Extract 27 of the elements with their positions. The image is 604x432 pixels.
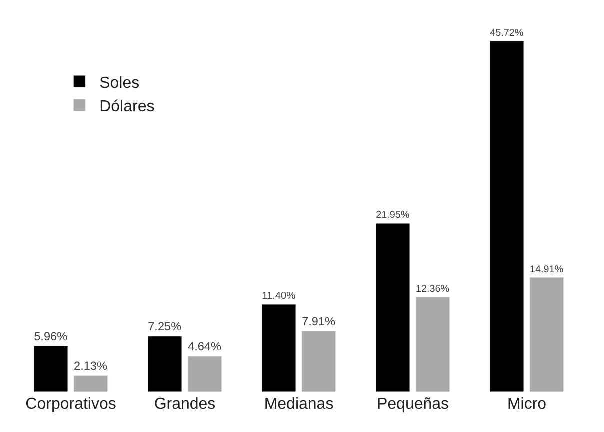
bar — [34, 346, 68, 392]
bar — [262, 304, 296, 392]
bar — [416, 296, 450, 392]
bar — [74, 375, 108, 392]
data-label: 45.72% — [490, 28, 524, 39]
bar — [530, 277, 564, 392]
x-tick-label: Micro — [507, 396, 547, 413]
x-tick-label: Corporativos — [26, 396, 116, 413]
bar — [148, 336, 182, 392]
legend-label: Dólares — [100, 98, 155, 116]
data-label: 5.96% — [34, 330, 68, 344]
bar — [490, 40, 524, 392]
bar — [188, 356, 222, 392]
bar — [302, 331, 336, 392]
data-label: 21.95% — [376, 210, 410, 222]
data-label: 2.13% — [74, 358, 108, 373]
x-tick-label: Medianas — [264, 396, 334, 413]
data-label: 7.25% — [148, 320, 182, 334]
data-label: 7.91% — [302, 314, 336, 329]
data-label: 14.91% — [530, 264, 564, 276]
bar — [376, 223, 410, 392]
data-label: 12.36% — [416, 284, 450, 295]
legend-label: Soles — [100, 74, 140, 92]
x-tick-label: Pequeñas — [376, 396, 450, 413]
data-label: 4.64% — [188, 340, 222, 354]
data-label: 11.40% — [262, 291, 296, 302]
x-tick-label: Grandes — [154, 396, 216, 413]
